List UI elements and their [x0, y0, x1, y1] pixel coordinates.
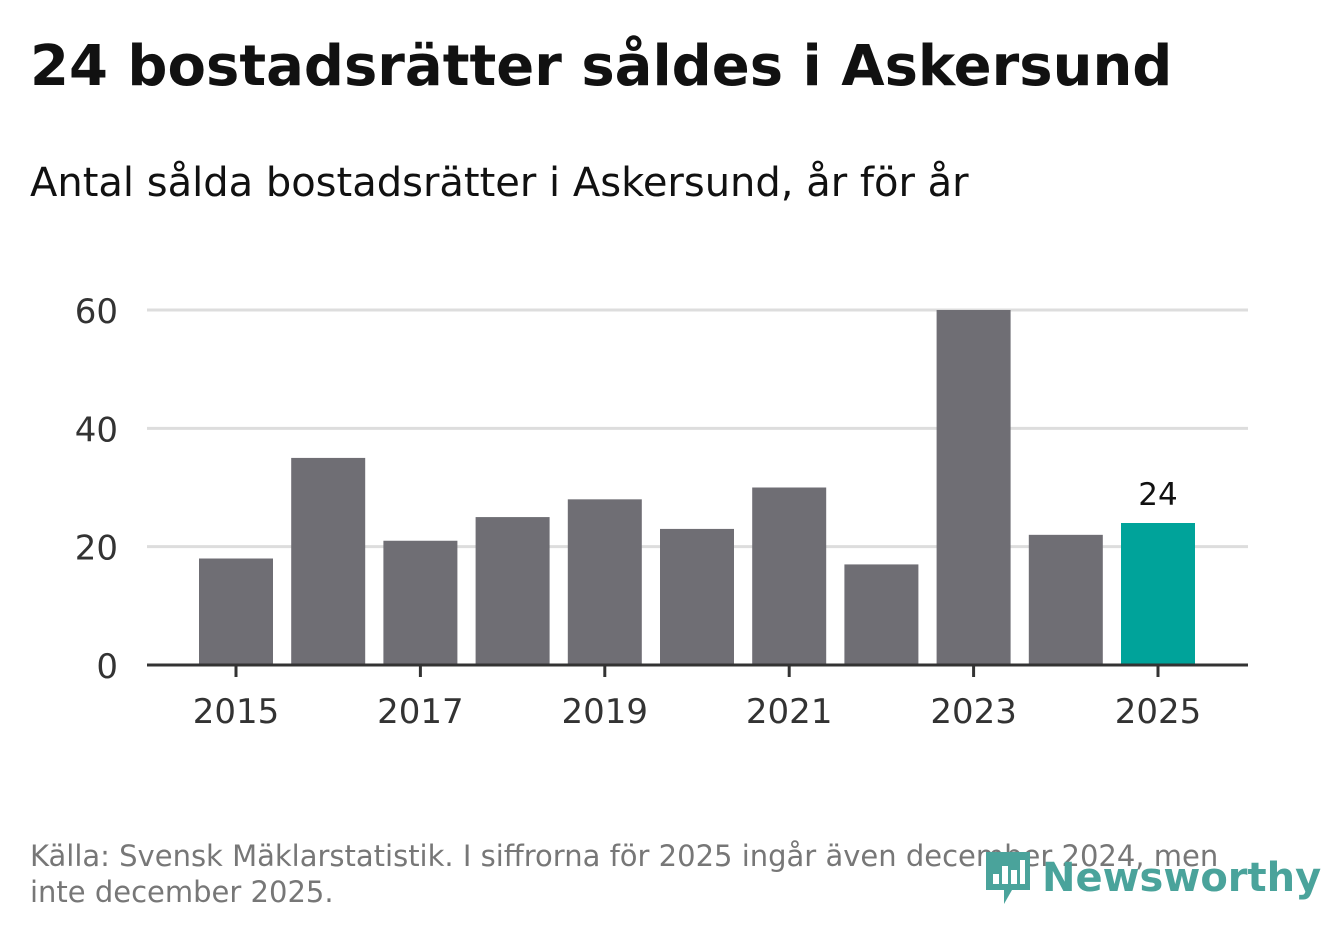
newsworthy-logo: Newsworthy: [982, 848, 1321, 908]
data-labels: 24: [1138, 477, 1177, 513]
data-label: 24: [1138, 477, 1177, 513]
y-axis-ticks: 0 20 40 60: [75, 292, 118, 687]
bar-2023: [936, 310, 1011, 665]
bar-2019: [567, 499, 642, 665]
x-tick-label: 2025: [1115, 692, 1202, 732]
y-tick-label: 20: [75, 529, 118, 569]
bar-2018: [475, 517, 550, 665]
bar-2022: [844, 564, 919, 665]
bar-2020: [660, 528, 734, 665]
bar-2015: [199, 558, 273, 665]
logo-wordmark: Newsworthy: [1042, 855, 1322, 901]
chart-subtitle: Antal sålda bostadsrätter i Askersund, å…: [30, 160, 969, 206]
bar-2024: [1028, 534, 1103, 665]
bar-2017: [383, 540, 458, 665]
y-tick-label: 0: [96, 647, 118, 687]
x-tick-label: 2021: [746, 692, 833, 732]
x-tick-label: 2019: [562, 692, 649, 732]
bar-2025: [1121, 523, 1195, 665]
x-tick-label: 2023: [930, 692, 1017, 732]
bar-2021: [752, 487, 827, 665]
logo-chart-icon: [986, 852, 1030, 904]
x-axis-ticks: 2015 2017 2019 2021 2023 2025: [193, 665, 1202, 732]
x-tick-label: 2015: [193, 692, 280, 732]
y-tick-label: 60: [75, 292, 118, 332]
bar-2016: [291, 457, 366, 665]
bar-chart: 0 20 40 60 2015 2017 2019 2021 2023 2025 24: [75, 292, 1248, 732]
bars: [199, 310, 1195, 665]
x-tick-label: 2017: [377, 692, 464, 732]
chart-title: 24 bostadsrätter såldes i Askersund: [30, 34, 1173, 99]
y-tick-label: 40: [75, 410, 118, 450]
